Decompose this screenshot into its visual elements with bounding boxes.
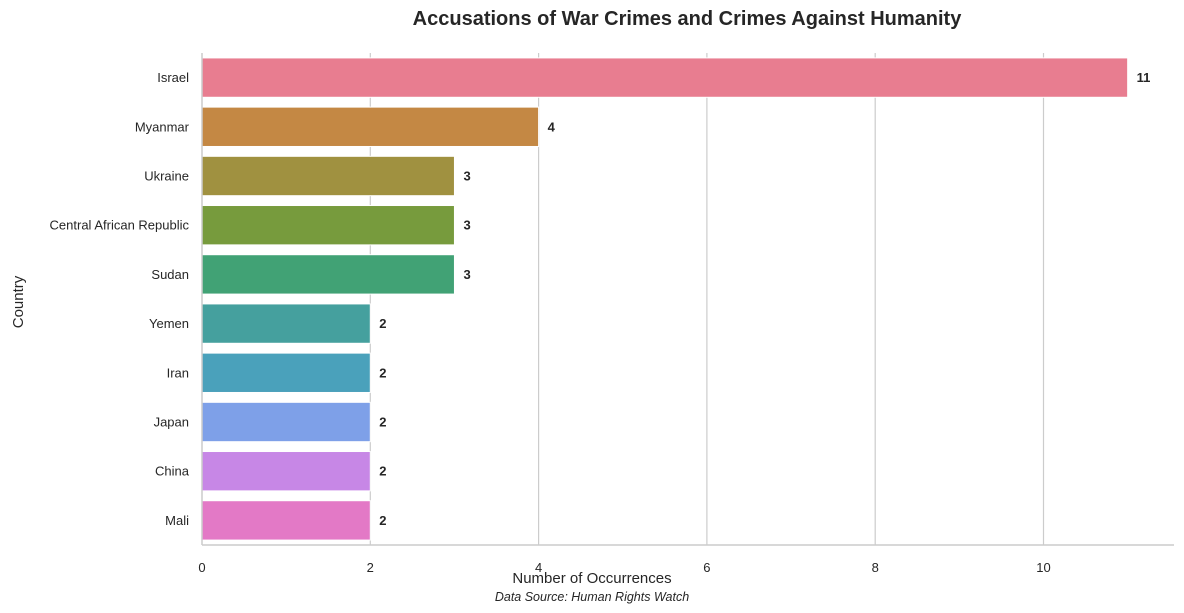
y-tick-label: Myanmar: [135, 119, 190, 134]
bar: [201, 401, 371, 443]
bar: [201, 303, 371, 344]
x-tick-label: 0: [198, 560, 205, 575]
data-label: 2: [379, 365, 386, 380]
x-tick-label: 4: [535, 560, 542, 575]
value-labels: 11 4 3 3 3 2 2 2 2 2: [379, 70, 1150, 528]
y-tick-labels: Israel Myanmar Ukraine Central African Repu…: [50, 70, 190, 528]
bar: [201, 57, 1129, 98]
bar: [201, 254, 455, 295]
y-tick-label: Sudan: [151, 267, 189, 282]
bars: [201, 57, 1129, 541]
y-tick-label: Iran: [167, 365, 189, 380]
bar: [201, 155, 455, 197]
y-tick-label: Israel: [157, 70, 189, 85]
x-axis-label: Number of Occurrences: [512, 570, 671, 587]
data-label: 3: [463, 169, 470, 184]
axes: [201, 53, 1174, 546]
data-label: 4: [548, 119, 556, 134]
bar: [201, 451, 371, 492]
bar: [201, 106, 540, 147]
data-label: 2: [379, 464, 386, 479]
y-tick-label: Central African Republic: [50, 218, 190, 233]
bar: [201, 205, 455, 246]
chart-title: Accusations of War Crimes and Crimes Aga…: [413, 8, 963, 30]
x-tick-label: 6: [703, 560, 710, 575]
y-tick-label: China: [155, 464, 190, 479]
data-label: 3: [463, 267, 470, 282]
x-tick-labels: 0 2 4 6 8 10: [198, 560, 1050, 575]
data-label: 2: [379, 316, 386, 331]
x-tick-label: 10: [1036, 560, 1050, 575]
y-tick-label: Yemen: [149, 316, 189, 331]
x-tick-label: 2: [367, 560, 374, 575]
y-axis-label: Country: [10, 275, 27, 328]
data-label: 2: [379, 415, 386, 430]
y-tick-label: Mali: [165, 513, 189, 528]
x-tick-label: 8: [872, 560, 879, 575]
y-tick-label: Ukraine: [144, 169, 189, 184]
bar: [201, 500, 371, 541]
bar: [201, 352, 371, 393]
data-label: 3: [463, 218, 470, 233]
data-label: 2: [379, 513, 386, 528]
y-tick-label: Japan: [154, 415, 189, 430]
data-label: 11: [1137, 70, 1151, 85]
source-note: Data Source: Human Rights Watch: [495, 590, 689, 604]
